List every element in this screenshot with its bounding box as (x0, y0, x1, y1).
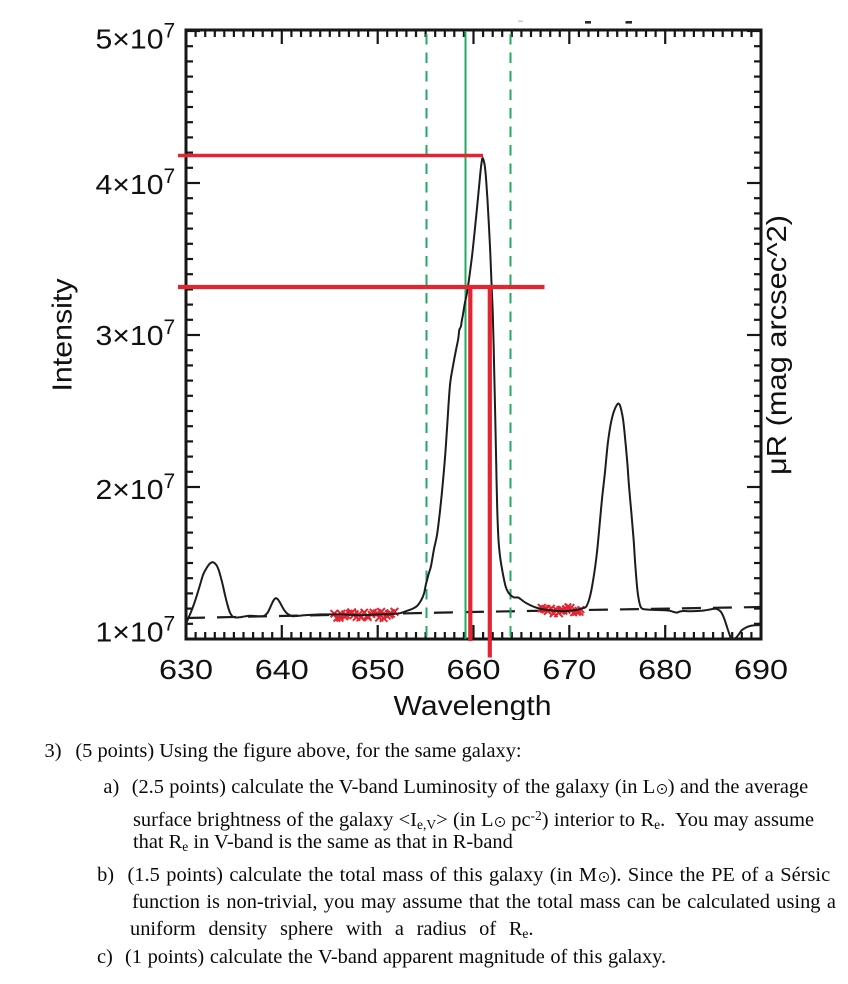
svg-text:3×107: 3×107 (96, 316, 176, 351)
svg-text:2×107: 2×107 (96, 470, 176, 505)
svg-text:630: 630 (159, 654, 213, 685)
svg-text:Wavelength: Wavelength (394, 690, 552, 720)
svg-text:650: 650 (351, 654, 405, 685)
svg-text:5×107: 5×107 (96, 20, 176, 55)
svg-text:640: 640 (255, 654, 309, 685)
svg-text:μR (mag arcsec^2): μR (mag arcsec^2) (761, 215, 792, 475)
svg-text:660: 660 (447, 654, 501, 685)
svg-text:670: 670 (542, 654, 596, 685)
svg-text:Intensity: Intensity (47, 279, 78, 392)
svg-text:680: 680 (638, 654, 692, 685)
svg-text:1×107: 1×107 (96, 613, 176, 648)
svg-text:690: 690 (734, 654, 788, 685)
svg-text:4×107: 4×107 (96, 165, 176, 200)
